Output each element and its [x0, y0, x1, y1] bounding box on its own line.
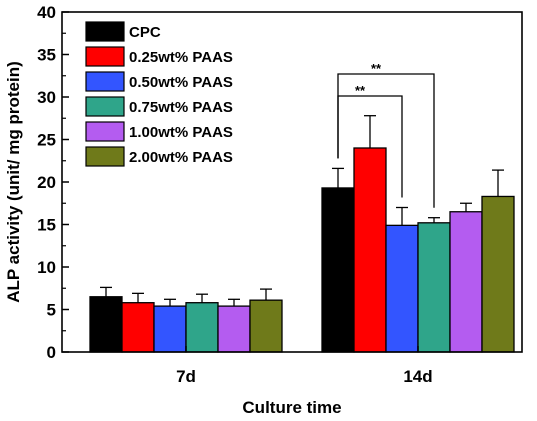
y-tick-label: 40: [37, 3, 56, 22]
error-bars-layer: [100, 115, 504, 307]
bar: [185, 302, 219, 353]
y-tick-label: 10: [37, 258, 56, 277]
significance-layer: ** **: [337, 61, 435, 208]
bar: [121, 302, 155, 353]
legend-label: 2.00wt% PAAS: [129, 149, 233, 166]
bar: [89, 296, 123, 353]
y-tick-label: 15: [37, 216, 56, 235]
x-tick-label: 7d: [176, 367, 196, 386]
x-axis-title: Culture time: [242, 398, 341, 417]
x-tick-label: 14d: [403, 367, 432, 386]
legend-swatch: [85, 21, 125, 42]
bars-layer: [89, 147, 515, 353]
bar: [385, 224, 419, 353]
bar: [321, 187, 355, 353]
y-tick-label: 30: [37, 88, 56, 107]
y-tick-label: 35: [37, 46, 56, 65]
significance-label: **: [371, 61, 382, 76]
legend-swatch: [85, 46, 125, 67]
bar: [249, 299, 283, 353]
bar: [153, 305, 187, 353]
legend-label: 0.75wt% PAAS: [129, 99, 233, 116]
legend: CPC 0.25wt% PAAS 0.50wt% PAAS 0.75wt% PAAS 1…: [85, 21, 233, 167]
y-tick-label: 25: [37, 131, 56, 150]
bar: [449, 211, 483, 353]
axes-layer: 0 5 10 15 20 25 30 35 40 7d 14d: [37, 3, 523, 386]
bar: [217, 305, 251, 353]
y-axis-title: ALP activity (unit/ mg protein): [4, 61, 23, 302]
significance-bracket: [337, 95, 403, 198]
legend-label: 0.25wt% PAAS: [129, 49, 233, 66]
legend-swatch: [85, 121, 125, 142]
significance-label: **: [355, 83, 366, 98]
bar: [353, 147, 387, 353]
legend-label: 0.50wt% PAAS: [129, 74, 233, 91]
legend-label: CPC: [129, 24, 161, 41]
legend-swatch: [85, 71, 125, 92]
legend-label: 1.00wt% PAAS: [129, 124, 233, 141]
y-tick-label: 0: [47, 343, 56, 362]
bar: [417, 222, 451, 353]
bar: [481, 195, 515, 353]
y-tick-label: 20: [37, 173, 56, 192]
legend-swatch: [85, 96, 125, 117]
y-tick-label: 5: [47, 301, 56, 320]
legend-swatch: [85, 146, 125, 167]
